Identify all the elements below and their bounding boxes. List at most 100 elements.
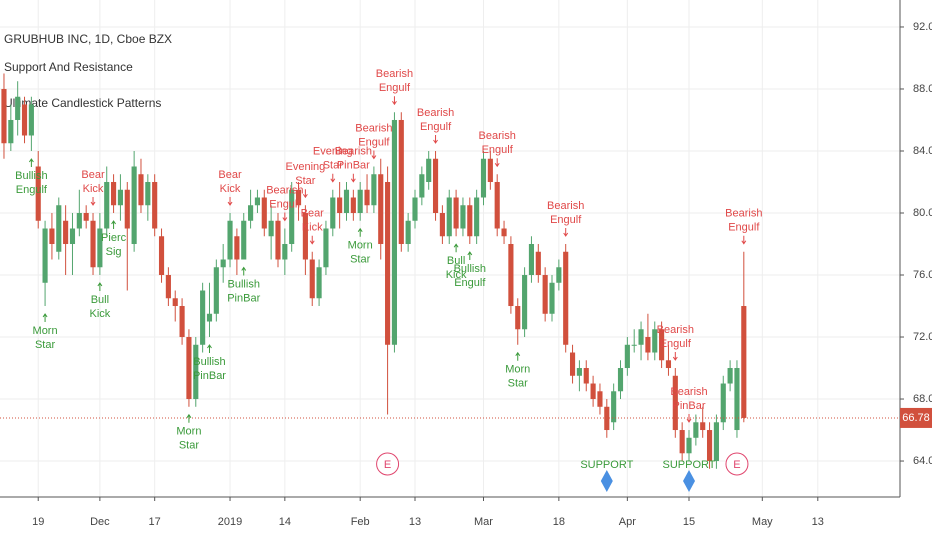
candle-body <box>350 197 356 213</box>
pattern-label: Kick <box>83 183 104 195</box>
candle-body <box>508 244 514 307</box>
candle-body <box>241 220 247 260</box>
pattern-label: Star <box>295 175 316 187</box>
pattern-arrow <box>494 158 500 168</box>
pattern-label: Star <box>179 440 200 452</box>
candle-body <box>432 158 439 213</box>
x-tick-label: Feb <box>351 516 370 528</box>
candle-body <box>378 174 384 245</box>
pattern-label: Kick <box>89 308 110 320</box>
candle-body <box>56 205 62 252</box>
pattern-label: Engulf <box>420 121 452 133</box>
support-marker <box>600 470 613 492</box>
candle-body <box>268 220 274 237</box>
candle-body <box>453 197 459 229</box>
candle-body <box>76 213 82 229</box>
candle-body <box>405 220 411 245</box>
pattern-label: Engulf <box>482 144 514 156</box>
pattern-label: Engulf <box>660 338 692 350</box>
pattern-label: Star <box>350 254 371 266</box>
candle-body <box>693 422 699 438</box>
candle-body <box>104 181 110 229</box>
candle-body <box>611 391 617 423</box>
y-tick-label: 64.00 <box>913 455 932 467</box>
candle-body <box>652 329 658 353</box>
pattern-label: Evening <box>313 146 353 158</box>
candle-body <box>487 158 493 182</box>
pattern-label: Bear <box>301 208 325 220</box>
candle-body <box>645 337 651 353</box>
candle-body <box>323 228 329 268</box>
pattern-label: Bullish <box>15 170 47 182</box>
pattern-label: PinBar <box>337 160 370 172</box>
candle-body <box>261 197 267 229</box>
candle-body <box>638 329 644 345</box>
pattern-label: Engulf <box>379 82 411 94</box>
pattern-label: Star <box>35 339 56 351</box>
candle-body <box>186 337 192 400</box>
candle-body <box>364 189 370 206</box>
y-tick-label: 88.00 <box>913 83 932 95</box>
pattern-label: Bearish <box>657 324 694 336</box>
y-tick-label: 80.00 <box>913 207 932 219</box>
candle-body <box>179 306 185 338</box>
candle-body <box>391 119 398 345</box>
candle-body <box>97 228 103 268</box>
candle-body <box>412 197 418 221</box>
x-tick-label: 17 <box>149 516 161 528</box>
pattern-label: Kick <box>446 269 467 281</box>
candle-body <box>679 430 685 454</box>
candle-body <box>494 181 500 229</box>
candle-body <box>446 197 452 237</box>
candle-body <box>535 251 541 276</box>
earnings-label: E <box>733 459 740 471</box>
pattern-arrow <box>282 212 288 222</box>
candle-body <box>583 368 589 384</box>
candle-body <box>254 197 261 206</box>
pattern-label: Bearish <box>547 200 584 212</box>
candle-body <box>330 197 336 229</box>
legend-symbol: GRUBHUB INC, 1D, Cboe BZX <box>4 32 172 46</box>
candle-body <box>309 259 315 299</box>
pattern-label: Bearish <box>376 68 413 80</box>
x-tick-label: 14 <box>279 516 291 528</box>
earnings-marker <box>376 452 400 476</box>
pattern-arrow <box>392 96 397 106</box>
candle-body <box>138 174 144 206</box>
x-tick-label: 13 <box>812 516 824 528</box>
candle-body <box>282 244 288 260</box>
pattern-label: Morn <box>33 325 58 337</box>
candle-body <box>480 158 487 198</box>
candle-body <box>193 344 199 400</box>
candle-body <box>624 344 630 369</box>
candle-body <box>665 360 672 369</box>
pattern-arrow <box>453 243 459 253</box>
candle-body <box>1 88 7 144</box>
candle-body <box>542 275 548 314</box>
candle-body <box>522 275 528 330</box>
pattern-arrow <box>467 251 473 261</box>
candle-body <box>460 205 466 229</box>
pattern-label: Bearish <box>725 208 762 220</box>
candle-body <box>63 220 69 245</box>
x-tick-label: 18 <box>553 516 565 528</box>
pattern-arrow <box>515 351 521 361</box>
candle-body <box>357 189 363 213</box>
y-tick-label: 76.00 <box>913 269 932 281</box>
candle-body <box>597 391 603 407</box>
candle-body <box>8 119 14 144</box>
candle-body <box>426 158 432 182</box>
x-tick-label: Mar <box>474 516 493 528</box>
candle-body <box>49 228 55 245</box>
candle-body <box>734 368 740 431</box>
pattern-label: Engulf <box>16 184 48 196</box>
candle-body <box>590 383 596 400</box>
candle-body <box>206 313 213 322</box>
earnings-marker <box>725 452 749 476</box>
candle-body <box>83 213 89 221</box>
pattern-label: Morn <box>505 364 530 376</box>
pattern-arrow <box>686 414 692 423</box>
pattern-label: Bull <box>447 255 465 267</box>
candle-body <box>631 344 637 346</box>
